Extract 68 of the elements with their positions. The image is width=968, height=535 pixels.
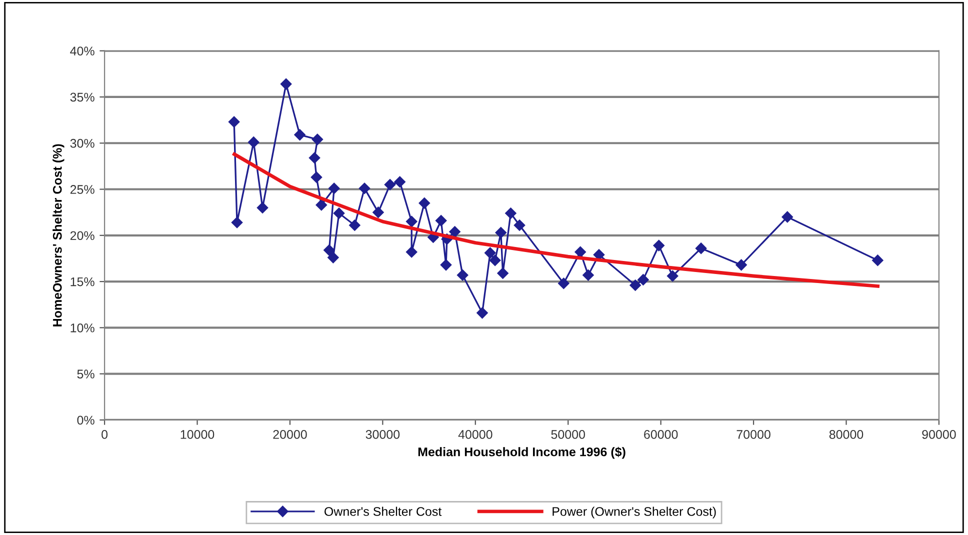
point (497, 268, 508, 279)
point (328, 252, 339, 264)
point (324, 244, 335, 256)
point (349, 220, 360, 231)
point (310, 172, 322, 183)
x-tick-label: 0 (102, 430, 108, 439)
point (782, 211, 793, 223)
point (558, 278, 570, 289)
point (736, 259, 747, 271)
x-tick-label: 40000 (458, 430, 492, 439)
point (312, 134, 324, 146)
x-tick-label: 80000 (829, 430, 864, 439)
y-tick-label: 20% (70, 231, 94, 240)
point (308, 152, 320, 164)
point (666, 270, 678, 282)
point (228, 116, 240, 128)
point (231, 216, 243, 228)
point (280, 78, 292, 90)
point (514, 220, 526, 231)
legend-label: Owner's Shelter Cost (324, 506, 442, 516)
y-tick-label: 25% (70, 185, 94, 194)
point (248, 136, 260, 148)
point (358, 182, 370, 194)
point (695, 242, 707, 254)
point (372, 206, 384, 218)
point (328, 182, 340, 194)
point (435, 215, 447, 226)
point (484, 247, 496, 259)
x-tick-label: 70000 (736, 430, 770, 439)
point (456, 269, 468, 281)
point (489, 254, 501, 266)
point (333, 208, 345, 219)
point (406, 216, 418, 228)
x-tick-label: 60000 (644, 430, 678, 439)
point (476, 307, 488, 319)
line-series (232, 152, 880, 288)
y-axis-title: HomeOwners' Shelter Cost (%) (52, 144, 64, 326)
y-tick-label: 35% (70, 92, 94, 102)
point (582, 269, 594, 281)
y-tick-label: 5% (77, 370, 94, 378)
point (630, 280, 641, 291)
point (440, 259, 452, 271)
point (384, 179, 396, 190)
point (574, 246, 586, 258)
point (406, 246, 418, 258)
point (872, 254, 884, 266)
y-tick-label: 10% (70, 323, 94, 332)
point (505, 208, 516, 219)
x-tick-label: 30000 (366, 430, 400, 439)
x-tick-label: 50000 (551, 430, 585, 439)
y-tick-label: 0% (77, 416, 94, 425)
point (449, 226, 460, 238)
legend-label: Power (Owner's Shelter Cost) (552, 506, 716, 518)
x-axis-title: Median Household Income 1996 ($) (418, 446, 626, 459)
point (653, 240, 664, 252)
point (418, 197, 430, 209)
point (394, 176, 406, 188)
x-tick-label: 20000 (273, 430, 307, 439)
point (495, 227, 506, 238)
y-tick-label: 40% (70, 46, 94, 56)
point (256, 202, 268, 214)
point (316, 199, 328, 211)
point (638, 274, 649, 286)
y-tick-label: 15% (70, 277, 94, 286)
point (294, 129, 306, 140)
x-tick-label: 90000 (922, 430, 956, 439)
y-tick-label: 30% (70, 138, 94, 148)
x-tick-label: 10000 (180, 430, 214, 439)
